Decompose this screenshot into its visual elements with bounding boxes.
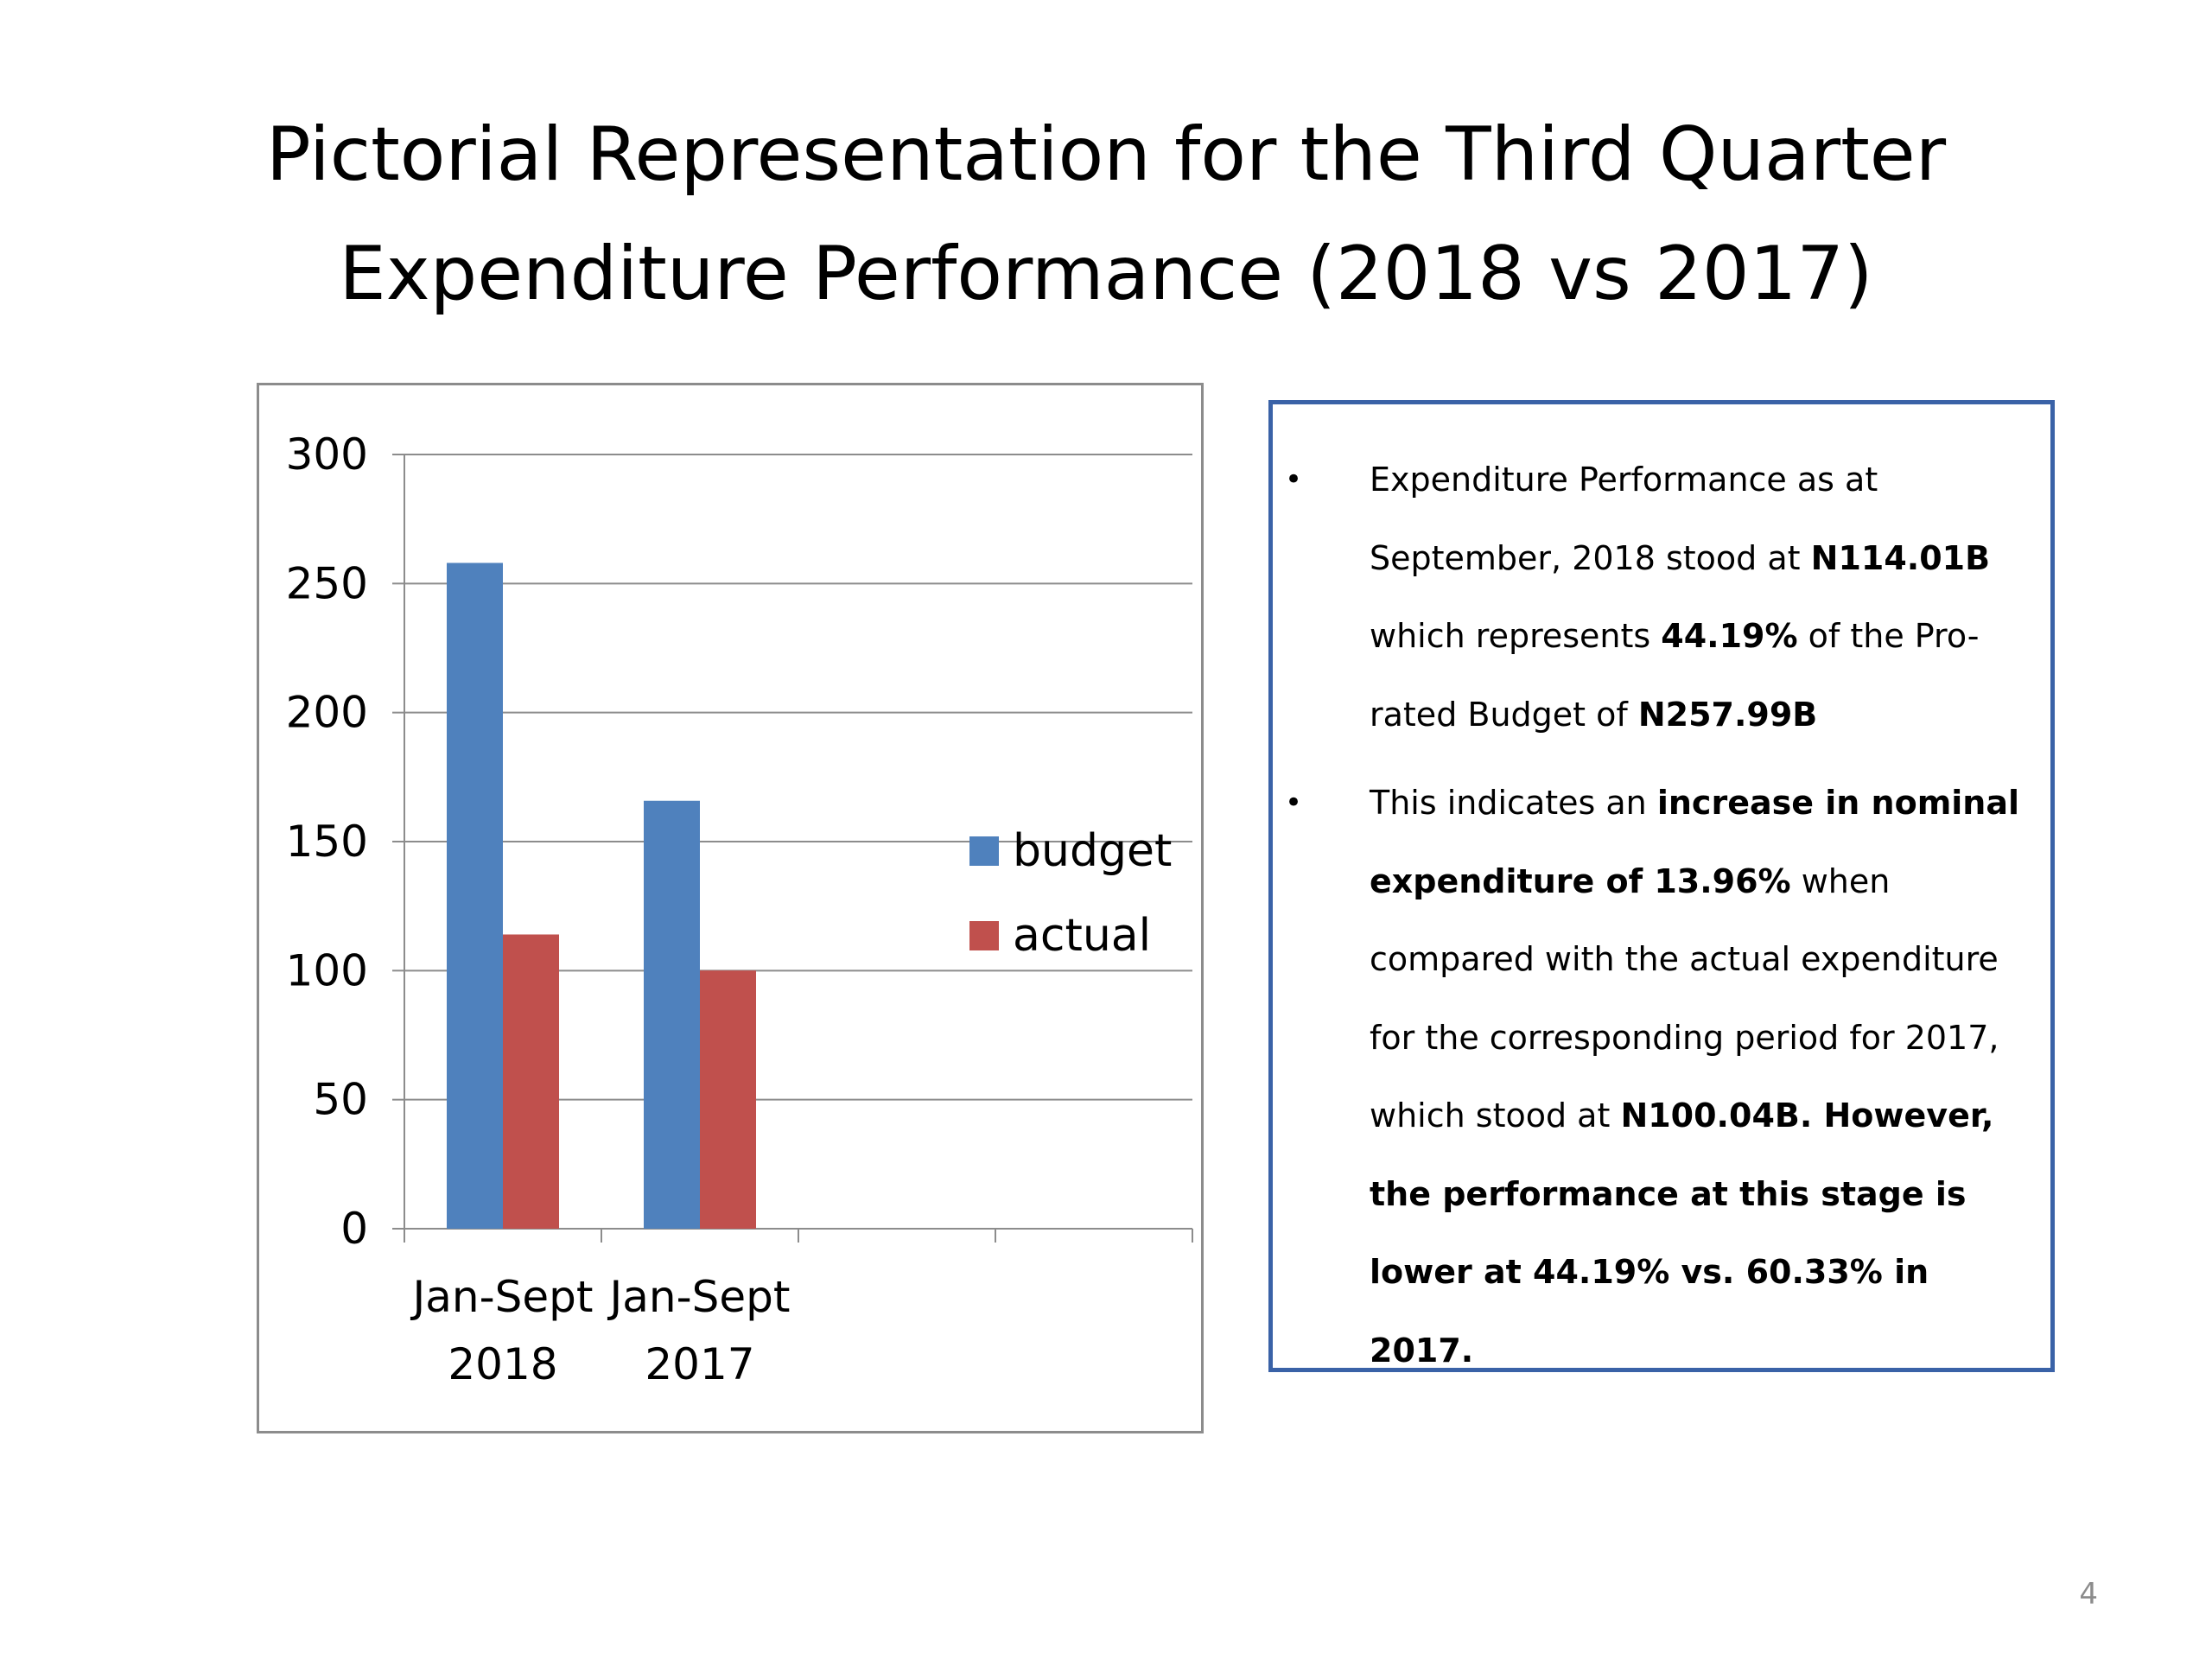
- bullet-dot: •: [1285, 462, 1303, 497]
- text-run: N257.99B: [1637, 695, 1818, 734]
- text-run: which represents: [1370, 617, 1662, 655]
- bullet-dot: •: [1285, 785, 1303, 820]
- text-run: This indicates an: [1370, 784, 1657, 822]
- text-run: when compared with the actual expenditur…: [1370, 861, 1999, 1135]
- bullet-item-2: • This indicates an increase in nominal …: [1273, 764, 2024, 1389]
- chart-frame: 0 50 100 150 200 250 300 Jan-Sept 2018 Jan-Sept 20…: [257, 383, 1204, 1433]
- text-run: N114.01B: [1810, 538, 1991, 577]
- bullet-1-text: Expenditure Performance as at September,…: [1370, 461, 1990, 734]
- y-tick-label: 150: [286, 817, 368, 867]
- text-run: increase in nominal expenditure of 13.96…: [1370, 784, 2020, 900]
- bullet-2-text: This indicates an increase in nominal ex…: [1370, 784, 2019, 1370]
- slide-title-line1: Pictorial Representation for the Third Q…: [265, 111, 1947, 198]
- y-tick-label: 300: [286, 429, 368, 480]
- legend-swatch-budget: [969, 836, 999, 866]
- text-run: 44.19%: [1661, 617, 1798, 655]
- y-tick-label: 0: [340, 1204, 368, 1254]
- summary-text-box: • Expenditure Performance as at Septembe…: [1268, 400, 2055, 1372]
- x-category-label: Jan-Sept: [410, 1272, 594, 1322]
- page-number: 4: [2079, 1577, 2098, 1611]
- bar-actual: [700, 970, 756, 1229]
- bar-budget: [644, 800, 700, 1229]
- y-tick-label: 50: [313, 1075, 368, 1125]
- bar-budget: [447, 563, 503, 1229]
- legend-label-actual: actual: [1013, 910, 1151, 962]
- bar-actual: [503, 934, 559, 1229]
- bullet-item-1: • Expenditure Performance as at Septembe…: [1273, 441, 2024, 753]
- x-category-label: 2017: [645, 1339, 754, 1389]
- y-tick-label: 100: [286, 945, 368, 995]
- legend-label-budget: budget: [1013, 825, 1172, 877]
- y-tick-label: 250: [286, 558, 368, 608]
- slide-title: Pictorial Representation for the Third Q…: [0, 95, 2212, 334]
- x-category-label: Jan-Sept: [607, 1272, 791, 1322]
- text-run: of the Pro-rated Budget of: [1370, 617, 1980, 734]
- legend-swatch-actual: [969, 921, 999, 950]
- text-run: Expenditure Performance as at September,…: [1370, 461, 1878, 577]
- slide-title-line2: Expenditure Performance (2018 vs 2017): [339, 231, 1873, 317]
- text-run: N100.04B. However, the performance at th…: [1370, 1096, 1994, 1370]
- y-tick-label: 200: [286, 688, 368, 738]
- x-category-label: 2018: [448, 1339, 557, 1389]
- bar-chart: 0 50 100 150 200 250 300 Jan-Sept 2018 Jan-Sept 20…: [286, 429, 1193, 1389]
